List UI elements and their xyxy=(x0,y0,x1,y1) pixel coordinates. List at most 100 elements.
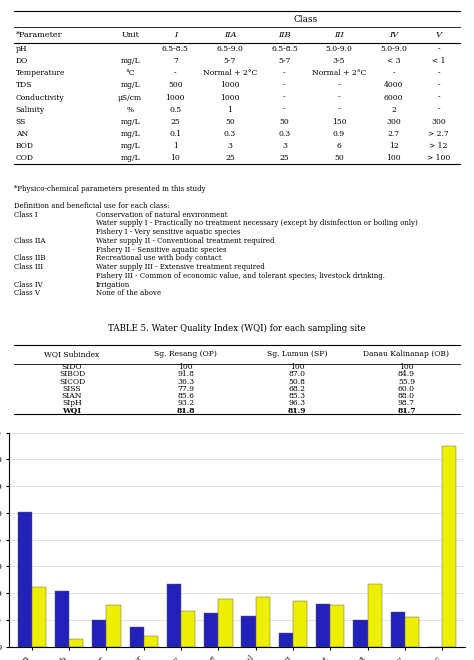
Text: -: - xyxy=(392,69,395,77)
Text: mg/L: mg/L xyxy=(120,57,140,65)
Text: Sg. Lumun (SF): Sg. Lumun (SF) xyxy=(267,350,328,358)
Bar xyxy=(144,636,158,647)
Text: 0.5: 0.5 xyxy=(169,106,182,114)
Text: 100: 100 xyxy=(178,363,193,372)
Text: < 3: < 3 xyxy=(387,57,401,65)
Bar xyxy=(69,639,83,647)
Text: TABLE 5. Water Quality Index (WQI) for each sampling site: TABLE 5. Water Quality Index (WQI) for e… xyxy=(108,324,366,333)
Text: -: - xyxy=(283,81,286,90)
Text: Class IIA: Class IIA xyxy=(14,237,46,245)
Text: SISS: SISS xyxy=(63,385,82,393)
Text: V: V xyxy=(436,31,442,39)
Text: Water supply II - Conventional treatment required: Water supply II - Conventional treatment… xyxy=(96,237,274,245)
Bar xyxy=(32,587,46,647)
Text: Class III: Class III xyxy=(14,263,43,271)
Text: Unit: Unit xyxy=(121,31,139,39)
Text: mg/L: mg/L xyxy=(120,130,140,138)
Text: 2: 2 xyxy=(391,106,396,114)
Text: mg/L: mg/L xyxy=(120,117,140,126)
Text: 85.6: 85.6 xyxy=(177,392,194,400)
Bar xyxy=(55,591,69,647)
Text: 25: 25 xyxy=(225,154,235,162)
Text: 7: 7 xyxy=(173,57,178,65)
Text: 1000: 1000 xyxy=(220,94,240,102)
Text: IV: IV xyxy=(389,31,398,39)
Text: Irrigation: Irrigation xyxy=(96,280,130,288)
Text: -: - xyxy=(438,69,440,77)
Bar xyxy=(330,605,345,647)
Text: Conductivity: Conductivity xyxy=(16,94,64,102)
Text: 36.3: 36.3 xyxy=(177,378,194,385)
Text: 68.2: 68.2 xyxy=(289,385,306,393)
Text: Temperature: Temperature xyxy=(16,69,65,77)
Text: Fishery III - Common of economic value, and tolerant species; livestock drinking: Fishery III - Common of economic value, … xyxy=(96,272,385,280)
Text: III: III xyxy=(334,31,344,39)
Text: 3: 3 xyxy=(282,142,287,150)
Bar xyxy=(107,605,120,647)
Text: 96.3: 96.3 xyxy=(289,399,306,407)
Text: Water supply III - Extensive treatment required: Water supply III - Extensive treatment r… xyxy=(96,263,264,271)
Text: *Physico-chemical parameters presented in this study: *Physico-chemical parameters presented i… xyxy=(14,185,206,193)
Bar xyxy=(354,620,367,647)
Bar xyxy=(316,604,330,647)
Text: -: - xyxy=(283,69,286,77)
Text: mg/L: mg/L xyxy=(120,81,140,90)
Text: > 100: > 100 xyxy=(427,154,450,162)
Text: °C: °C xyxy=(126,69,135,77)
Bar xyxy=(92,620,107,647)
Bar xyxy=(219,599,233,647)
Text: 5.0-9.0: 5.0-9.0 xyxy=(380,46,407,53)
Text: 93.2: 93.2 xyxy=(177,399,194,407)
Text: 81.9: 81.9 xyxy=(288,407,307,414)
Text: 98.7: 98.7 xyxy=(398,399,415,407)
Text: 300: 300 xyxy=(431,117,446,126)
Text: 6.5-8.5: 6.5-8.5 xyxy=(271,46,298,53)
Text: 0.3: 0.3 xyxy=(224,130,236,138)
Text: 25: 25 xyxy=(171,117,180,126)
Text: 85.3: 85.3 xyxy=(289,392,306,400)
Text: Normal + 2°C: Normal + 2°C xyxy=(312,69,366,77)
Text: -: - xyxy=(174,69,177,77)
Text: None of the above: None of the above xyxy=(96,289,161,298)
Text: pH: pH xyxy=(16,46,27,53)
Text: 5-7: 5-7 xyxy=(278,57,291,65)
Text: Recreational use with body contact: Recreational use with body contact xyxy=(96,255,221,263)
Text: -: - xyxy=(438,46,440,53)
Text: BOD: BOD xyxy=(16,142,34,150)
Text: 0.1: 0.1 xyxy=(169,130,182,138)
Text: SIBOD: SIBOD xyxy=(59,370,85,378)
Text: 55.9: 55.9 xyxy=(398,378,415,385)
Text: Sg. Resang (OP): Sg. Resang (OP) xyxy=(154,350,217,358)
Text: 150: 150 xyxy=(332,117,346,126)
Text: -: - xyxy=(337,106,340,114)
Text: -: - xyxy=(438,94,440,102)
Text: 50: 50 xyxy=(225,117,235,126)
Bar xyxy=(167,584,181,647)
Text: WQI Subindex: WQI Subindex xyxy=(45,350,100,358)
Text: AN: AN xyxy=(16,130,28,138)
Text: > 12: > 12 xyxy=(429,142,448,150)
Text: 1: 1 xyxy=(228,106,232,114)
Text: 84.9: 84.9 xyxy=(398,370,415,378)
Text: 0.9: 0.9 xyxy=(333,130,345,138)
Text: 60.0: 60.0 xyxy=(398,385,415,393)
Text: 50.8: 50.8 xyxy=(289,378,306,385)
Text: < 1: < 1 xyxy=(432,57,446,65)
Text: IIB: IIB xyxy=(278,31,291,39)
Text: SIpH: SIpH xyxy=(62,399,82,407)
Text: 10: 10 xyxy=(171,154,180,162)
Text: I: I xyxy=(173,31,177,39)
Bar xyxy=(18,512,32,647)
Text: 6.5-8.5: 6.5-8.5 xyxy=(162,46,189,53)
Text: 25: 25 xyxy=(280,154,289,162)
Text: 100: 100 xyxy=(290,363,304,372)
Text: WQI: WQI xyxy=(63,407,82,414)
Bar xyxy=(241,616,255,647)
Text: Water supply I - Practically no treatment necessary (except by disinfection or b: Water supply I - Practically no treatmen… xyxy=(96,220,418,228)
Text: *Parameter: *Parameter xyxy=(16,31,63,39)
Text: Normal + 2°C: Normal + 2°C xyxy=(203,69,257,77)
Text: 88.0: 88.0 xyxy=(398,392,415,400)
Text: 4000: 4000 xyxy=(384,81,403,90)
Text: μS/cm: μS/cm xyxy=(118,94,142,102)
Text: 100: 100 xyxy=(386,154,401,162)
